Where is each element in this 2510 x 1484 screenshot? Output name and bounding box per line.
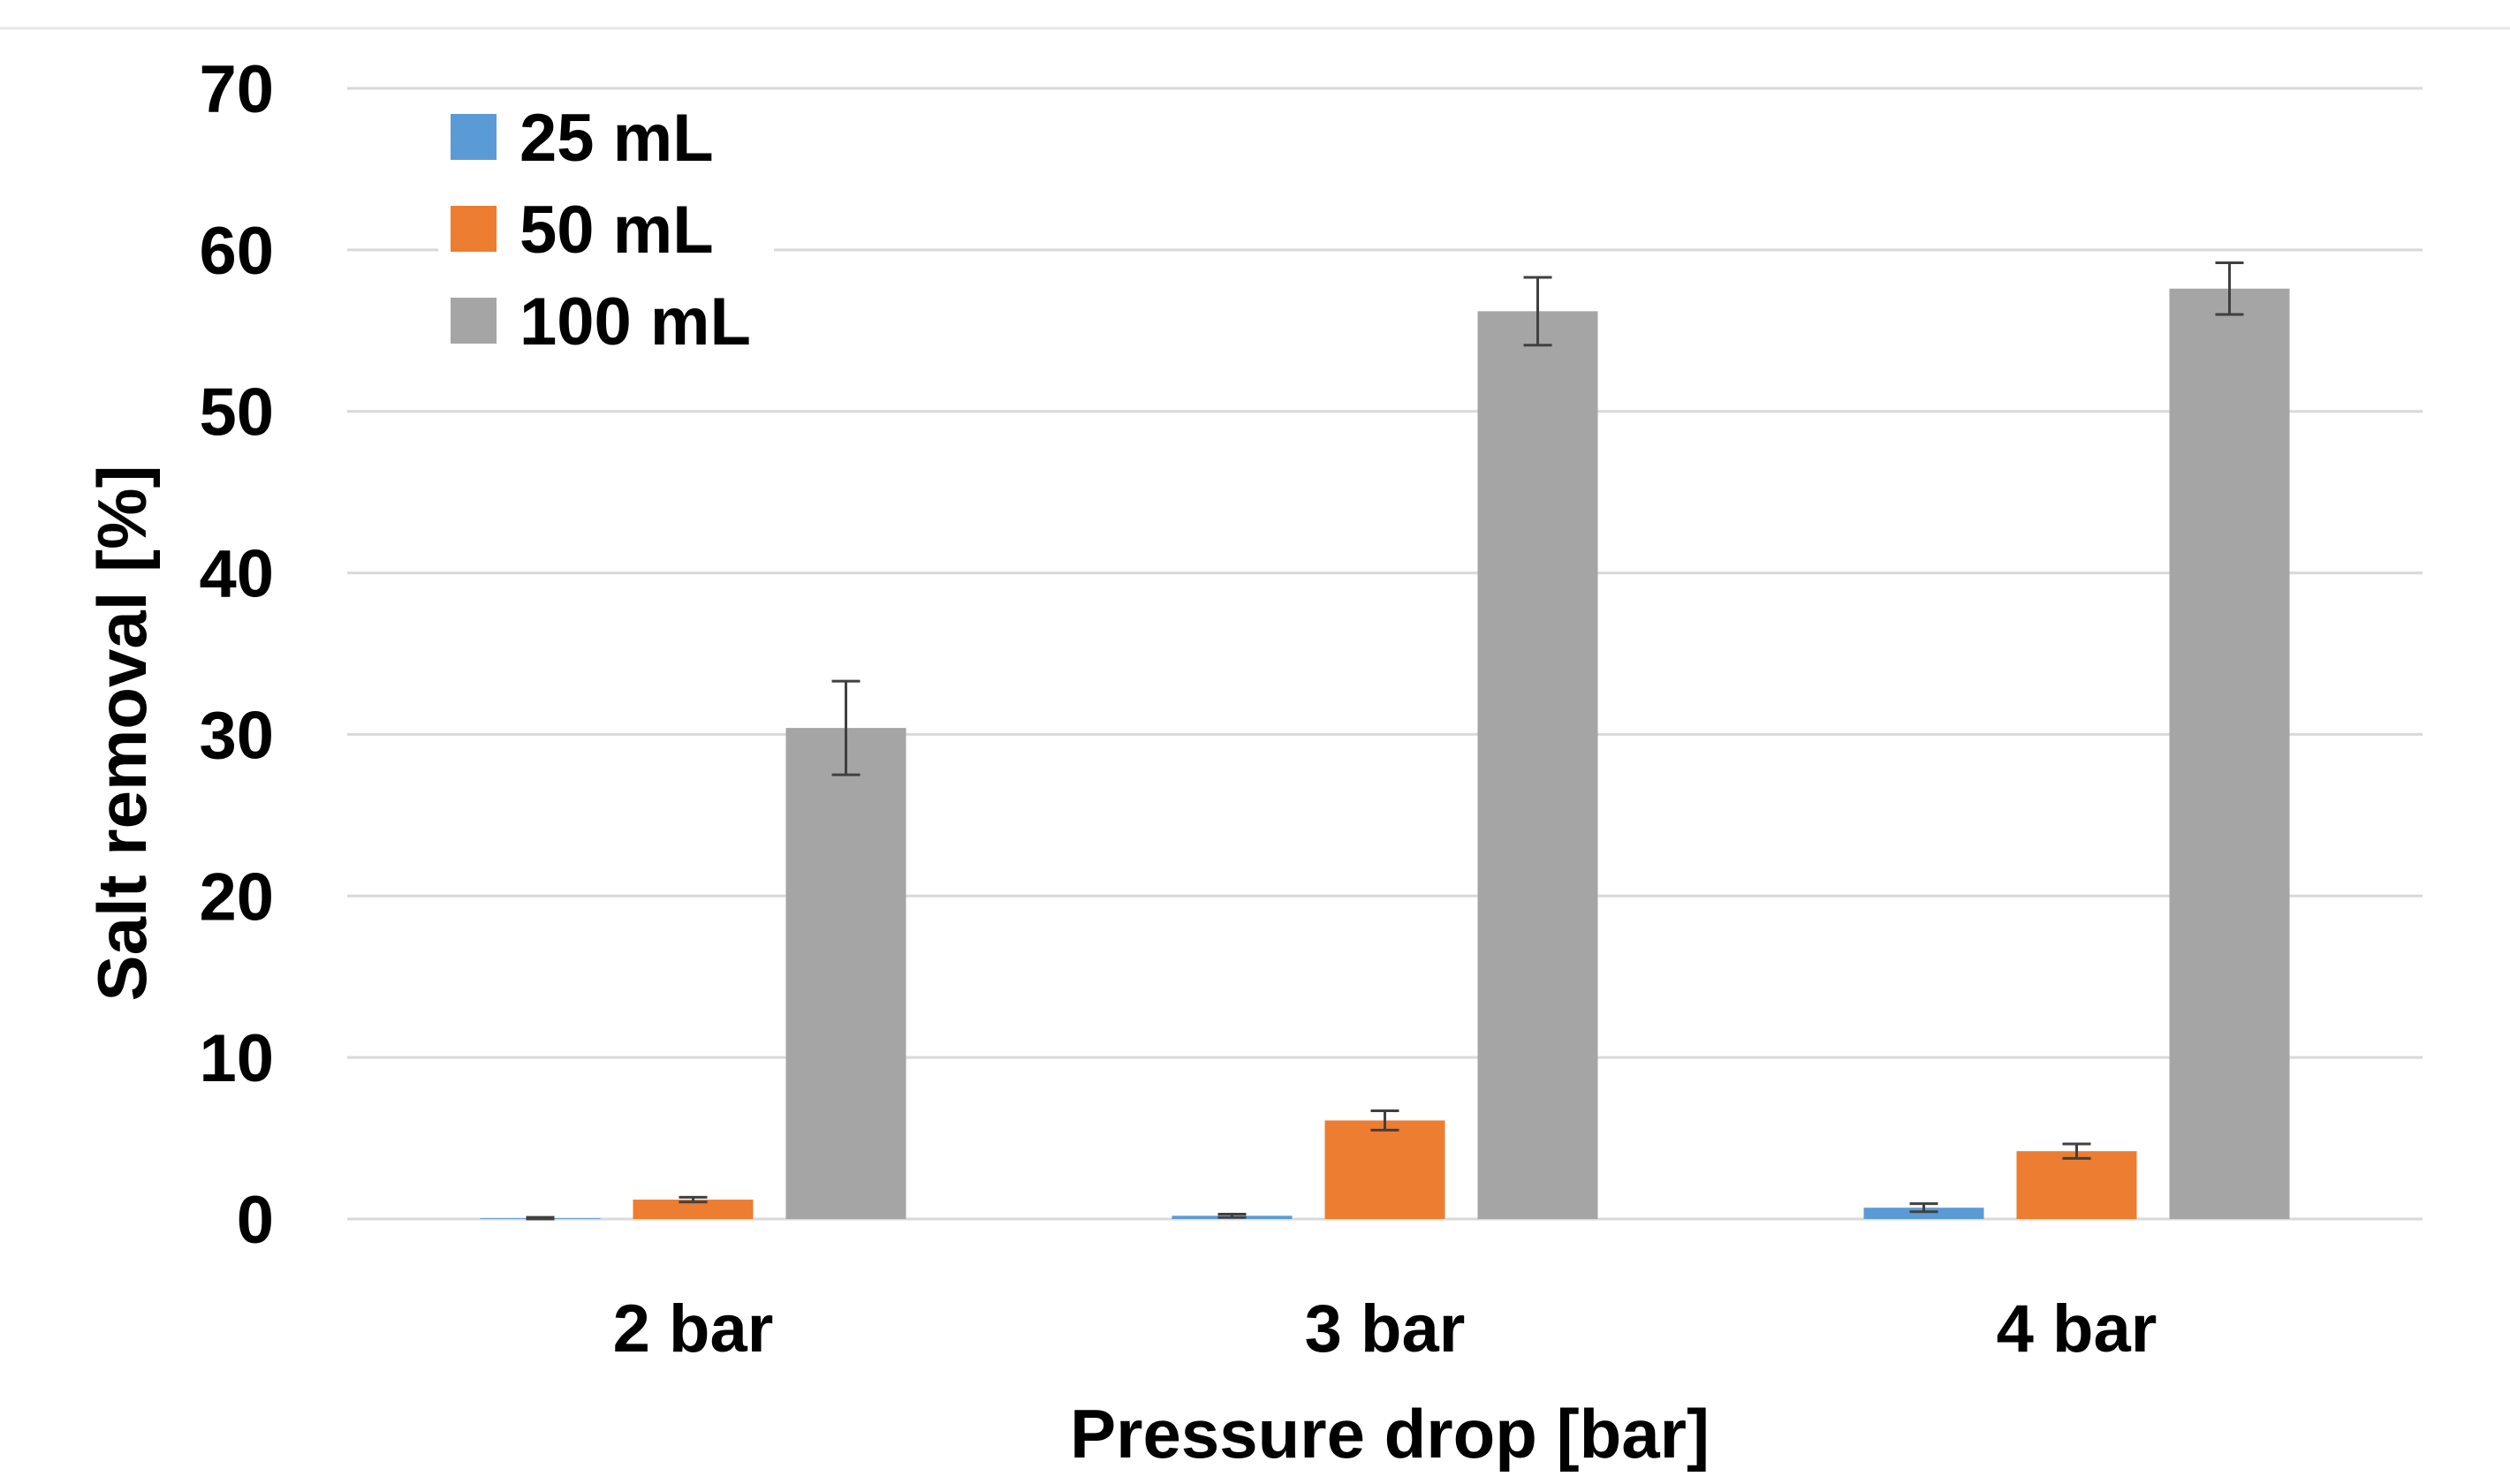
y-tick-label: 0 [237, 1183, 274, 1258]
bars [480, 288, 2290, 1219]
y-tick-label: 70 [199, 52, 274, 127]
y-tick-label: 10 [199, 1021, 274, 1096]
bar-100ml-3bar [1477, 311, 1598, 1219]
error-bars [526, 261, 2244, 1221]
error-bar [1217, 1213, 1247, 1219]
legend-swatch [451, 114, 497, 160]
x-tick-label: 2 bar [613, 1291, 774, 1367]
bar-50ml-4bar [2016, 1151, 2137, 1219]
legend: 25 mL 50 mL 100 mL [438, 93, 774, 377]
bar-25ml-4bar [1863, 1208, 1984, 1219]
error-bar [1370, 1109, 1399, 1132]
legend-swatch [451, 298, 497, 344]
y-axis-ticks: 0 10 20 30 40 50 60 70 [199, 52, 274, 1258]
legend-label: 50 mL [519, 193, 714, 268]
legend-swatch [451, 206, 497, 252]
x-axis-title: Pressure drop [bar] [1070, 1395, 1710, 1473]
y-tick-label: 20 [199, 859, 274, 935]
y-axis-title: Salt removal [%] [83, 466, 161, 1002]
bar-100ml-4bar [2169, 288, 2290, 1219]
x-tick-label: 4 bar [1997, 1291, 2157, 1367]
legend-label: 100 mL [519, 284, 751, 360]
x-axis-ticks: 2 bar 3 bar 4 bar [613, 1291, 2157, 1367]
bar-50ml-3bar [1324, 1120, 1445, 1219]
error-bar [679, 1195, 708, 1204]
error-bar [526, 1215, 555, 1221]
y-tick-label: 50 [199, 375, 274, 450]
error-bar [1909, 1202, 1938, 1214]
x-tick-label: 3 bar [1305, 1291, 1466, 1367]
error-bar [1523, 276, 1552, 347]
y-tick-label: 40 [199, 537, 274, 612]
error-bar [831, 679, 861, 776]
y-tick-label: 60 [199, 214, 274, 289]
error-bar [2062, 1142, 2091, 1160]
legend-label: 25 mL [519, 101, 714, 176]
bar-50ml-2bar [633, 1200, 754, 1219]
error-bar [2215, 261, 2244, 316]
bar-100ml-2bar [785, 728, 906, 1219]
y-tick-label: 30 [199, 698, 274, 773]
